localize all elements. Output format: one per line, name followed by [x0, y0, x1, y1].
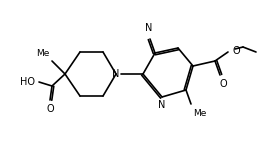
Text: O: O — [219, 79, 227, 89]
Text: O: O — [233, 46, 241, 56]
Text: Me: Me — [36, 49, 49, 58]
Text: HO: HO — [20, 77, 35, 87]
Text: N: N — [145, 23, 153, 33]
Text: N: N — [158, 100, 166, 110]
Text: N: N — [112, 69, 120, 79]
Text: O: O — [46, 104, 54, 114]
Text: Me: Me — [193, 109, 206, 118]
